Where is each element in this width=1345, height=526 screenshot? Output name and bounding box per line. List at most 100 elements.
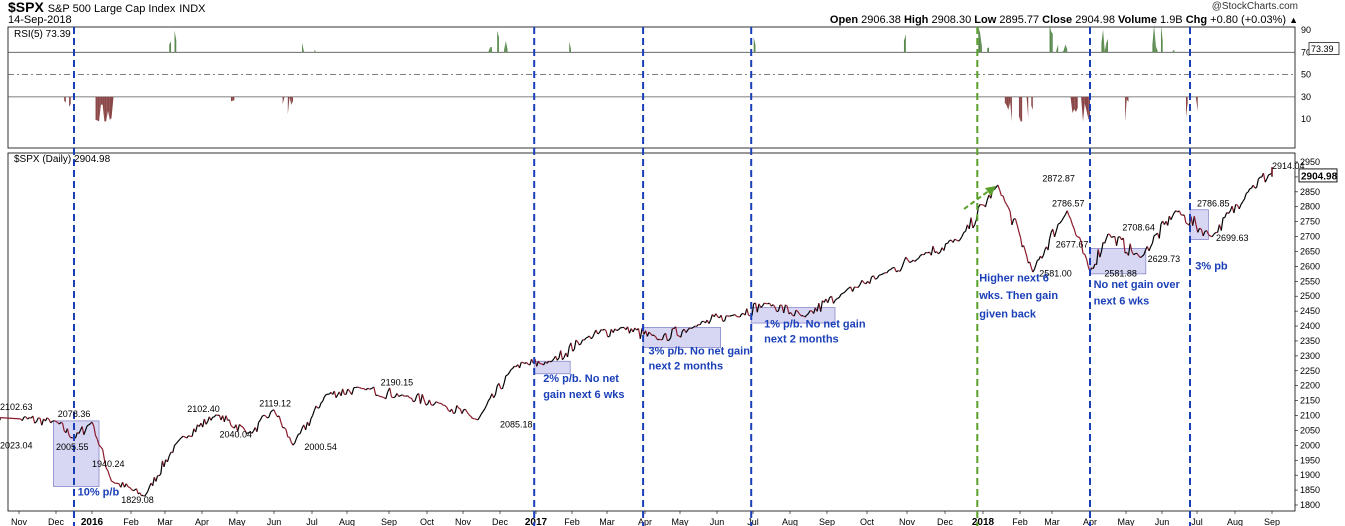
price-line-segment <box>1075 234 1079 238</box>
chg-label: Chg <box>1185 14 1208 26</box>
price-line-segment <box>60 421 63 424</box>
price-line-segment <box>174 443 177 446</box>
xtick-label: May <box>228 517 246 526</box>
price-line-segment <box>1151 235 1155 244</box>
price-line-segment <box>880 273 884 276</box>
price-line-segment <box>184 436 188 439</box>
price-line-segment <box>965 224 969 232</box>
price-line-segment <box>799 313 802 317</box>
price-line-segment <box>498 383 502 389</box>
price-line-segment <box>470 415 473 419</box>
price-line-segment <box>1061 217 1065 222</box>
price-line-segment <box>391 396 394 399</box>
price-line-segment <box>1085 258 1089 267</box>
rsi-overbought-fill <box>169 41 171 53</box>
price-line-segment <box>901 261 905 268</box>
price-line-segment <box>524 361 527 365</box>
price-line-segment <box>461 409 465 414</box>
price-line-segment <box>1048 232 1052 240</box>
xtick-label: Jun <box>1155 517 1170 526</box>
price-line-segment <box>961 232 965 237</box>
price-line-segment <box>32 415 36 424</box>
price-line-segment <box>754 302 758 313</box>
price-line-segment <box>830 296 835 304</box>
price-line-segment <box>1071 224 1075 230</box>
price-line-segment <box>1018 231 1022 239</box>
price-line-segment <box>369 387 372 390</box>
price-line-segment <box>1140 255 1143 259</box>
price-line-segment <box>857 284 861 288</box>
price-line-segment <box>764 302 767 305</box>
price-line-segment <box>1016 224 1020 233</box>
price-line-segment <box>1095 249 1099 265</box>
price-ytick-label: 2100 <box>1300 411 1320 421</box>
price-line-segment <box>78 429 82 434</box>
price-line-segment <box>772 304 776 308</box>
rsi-ytick-label: 10 <box>1301 114 1311 124</box>
rsi-overbought-fill <box>314 49 317 53</box>
price-line-segment <box>827 297 831 303</box>
price-line-segment <box>844 289 848 293</box>
price-line-segment <box>1115 237 1119 246</box>
annotation-text: 3% p/b. No net gain next 2 months <box>649 345 751 372</box>
price-line-segment <box>508 369 512 373</box>
price-line-segment <box>1240 201 1244 205</box>
price-line-segment <box>1262 173 1266 183</box>
price-line-segment <box>160 460 164 475</box>
price-line-segment <box>910 259 914 263</box>
xtick-label: 2017 <box>525 517 548 526</box>
price-line-segment <box>179 437 183 440</box>
rsi-overbought-fill <box>1056 44 1059 53</box>
price-line-segment <box>444 405 447 408</box>
rsi-oversold-fill <box>97 96 100 122</box>
price-line-segment <box>44 417 48 422</box>
price-line-segment <box>914 259 918 262</box>
price-line-segment <box>603 328 607 332</box>
price-line-segment <box>612 328 616 333</box>
price-line-segment <box>484 404 488 410</box>
price-line-segment <box>0 417 21 420</box>
rsi-ytick-label: 90 <box>1301 25 1311 35</box>
price-line-segment <box>628 328 632 334</box>
price-line-segment <box>421 394 425 401</box>
rsi-panel-title: RSI(5) 73.39 <box>14 29 71 40</box>
open-value: 2906.38 <box>861 14 901 26</box>
price-level-label: 2629.73 <box>1148 254 1181 264</box>
price-line-segment <box>365 387 369 391</box>
rsi-oversold-fill <box>1074 96 1076 113</box>
price-line-segment <box>872 275 876 280</box>
price-line-segment <box>1204 230 1207 232</box>
price-level-label: 1829.08 <box>121 495 154 505</box>
ohlc-readout: Open 2906.38 High 2908.30 Low 2895.77 Cl… <box>830 14 1298 26</box>
price-line-segment <box>1245 191 1249 194</box>
chg-up-arrow-icon: ▲ <box>1289 15 1298 25</box>
price-line-segment <box>363 388 367 391</box>
price-line-segment <box>957 239 961 242</box>
price-line-segment <box>1097 249 1101 258</box>
price-line-segment <box>400 394 403 397</box>
price-line-segment <box>723 315 727 322</box>
price-line-segment <box>48 418 52 424</box>
xtick-label: Aug <box>782 517 798 526</box>
price-line-segment <box>760 305 763 308</box>
xtick-label: Dec <box>492 517 509 526</box>
price-line-segment <box>288 437 292 443</box>
price-line-segment <box>1206 230 1210 235</box>
price-line-segment <box>186 435 190 439</box>
price-line-segment <box>1129 243 1133 252</box>
price-line-segment <box>832 299 836 304</box>
price-line-segment <box>608 329 612 337</box>
rsi-oversold-fill <box>231 96 233 102</box>
price-line-segment <box>1175 210 1179 213</box>
xtick-label: Apr <box>1083 517 1097 526</box>
price-line-segment <box>851 286 855 292</box>
price-line-segment <box>247 431 251 434</box>
price-line-segment <box>1042 249 1046 256</box>
price-line-segment <box>258 419 261 423</box>
price-line-segment <box>974 219 978 226</box>
price-line-segment <box>717 316 720 319</box>
price-line-segment <box>435 401 439 404</box>
price-line-segment <box>144 493 147 497</box>
price-line-segment <box>342 388 345 395</box>
annotation-text: 3% pb <box>1195 260 1228 272</box>
